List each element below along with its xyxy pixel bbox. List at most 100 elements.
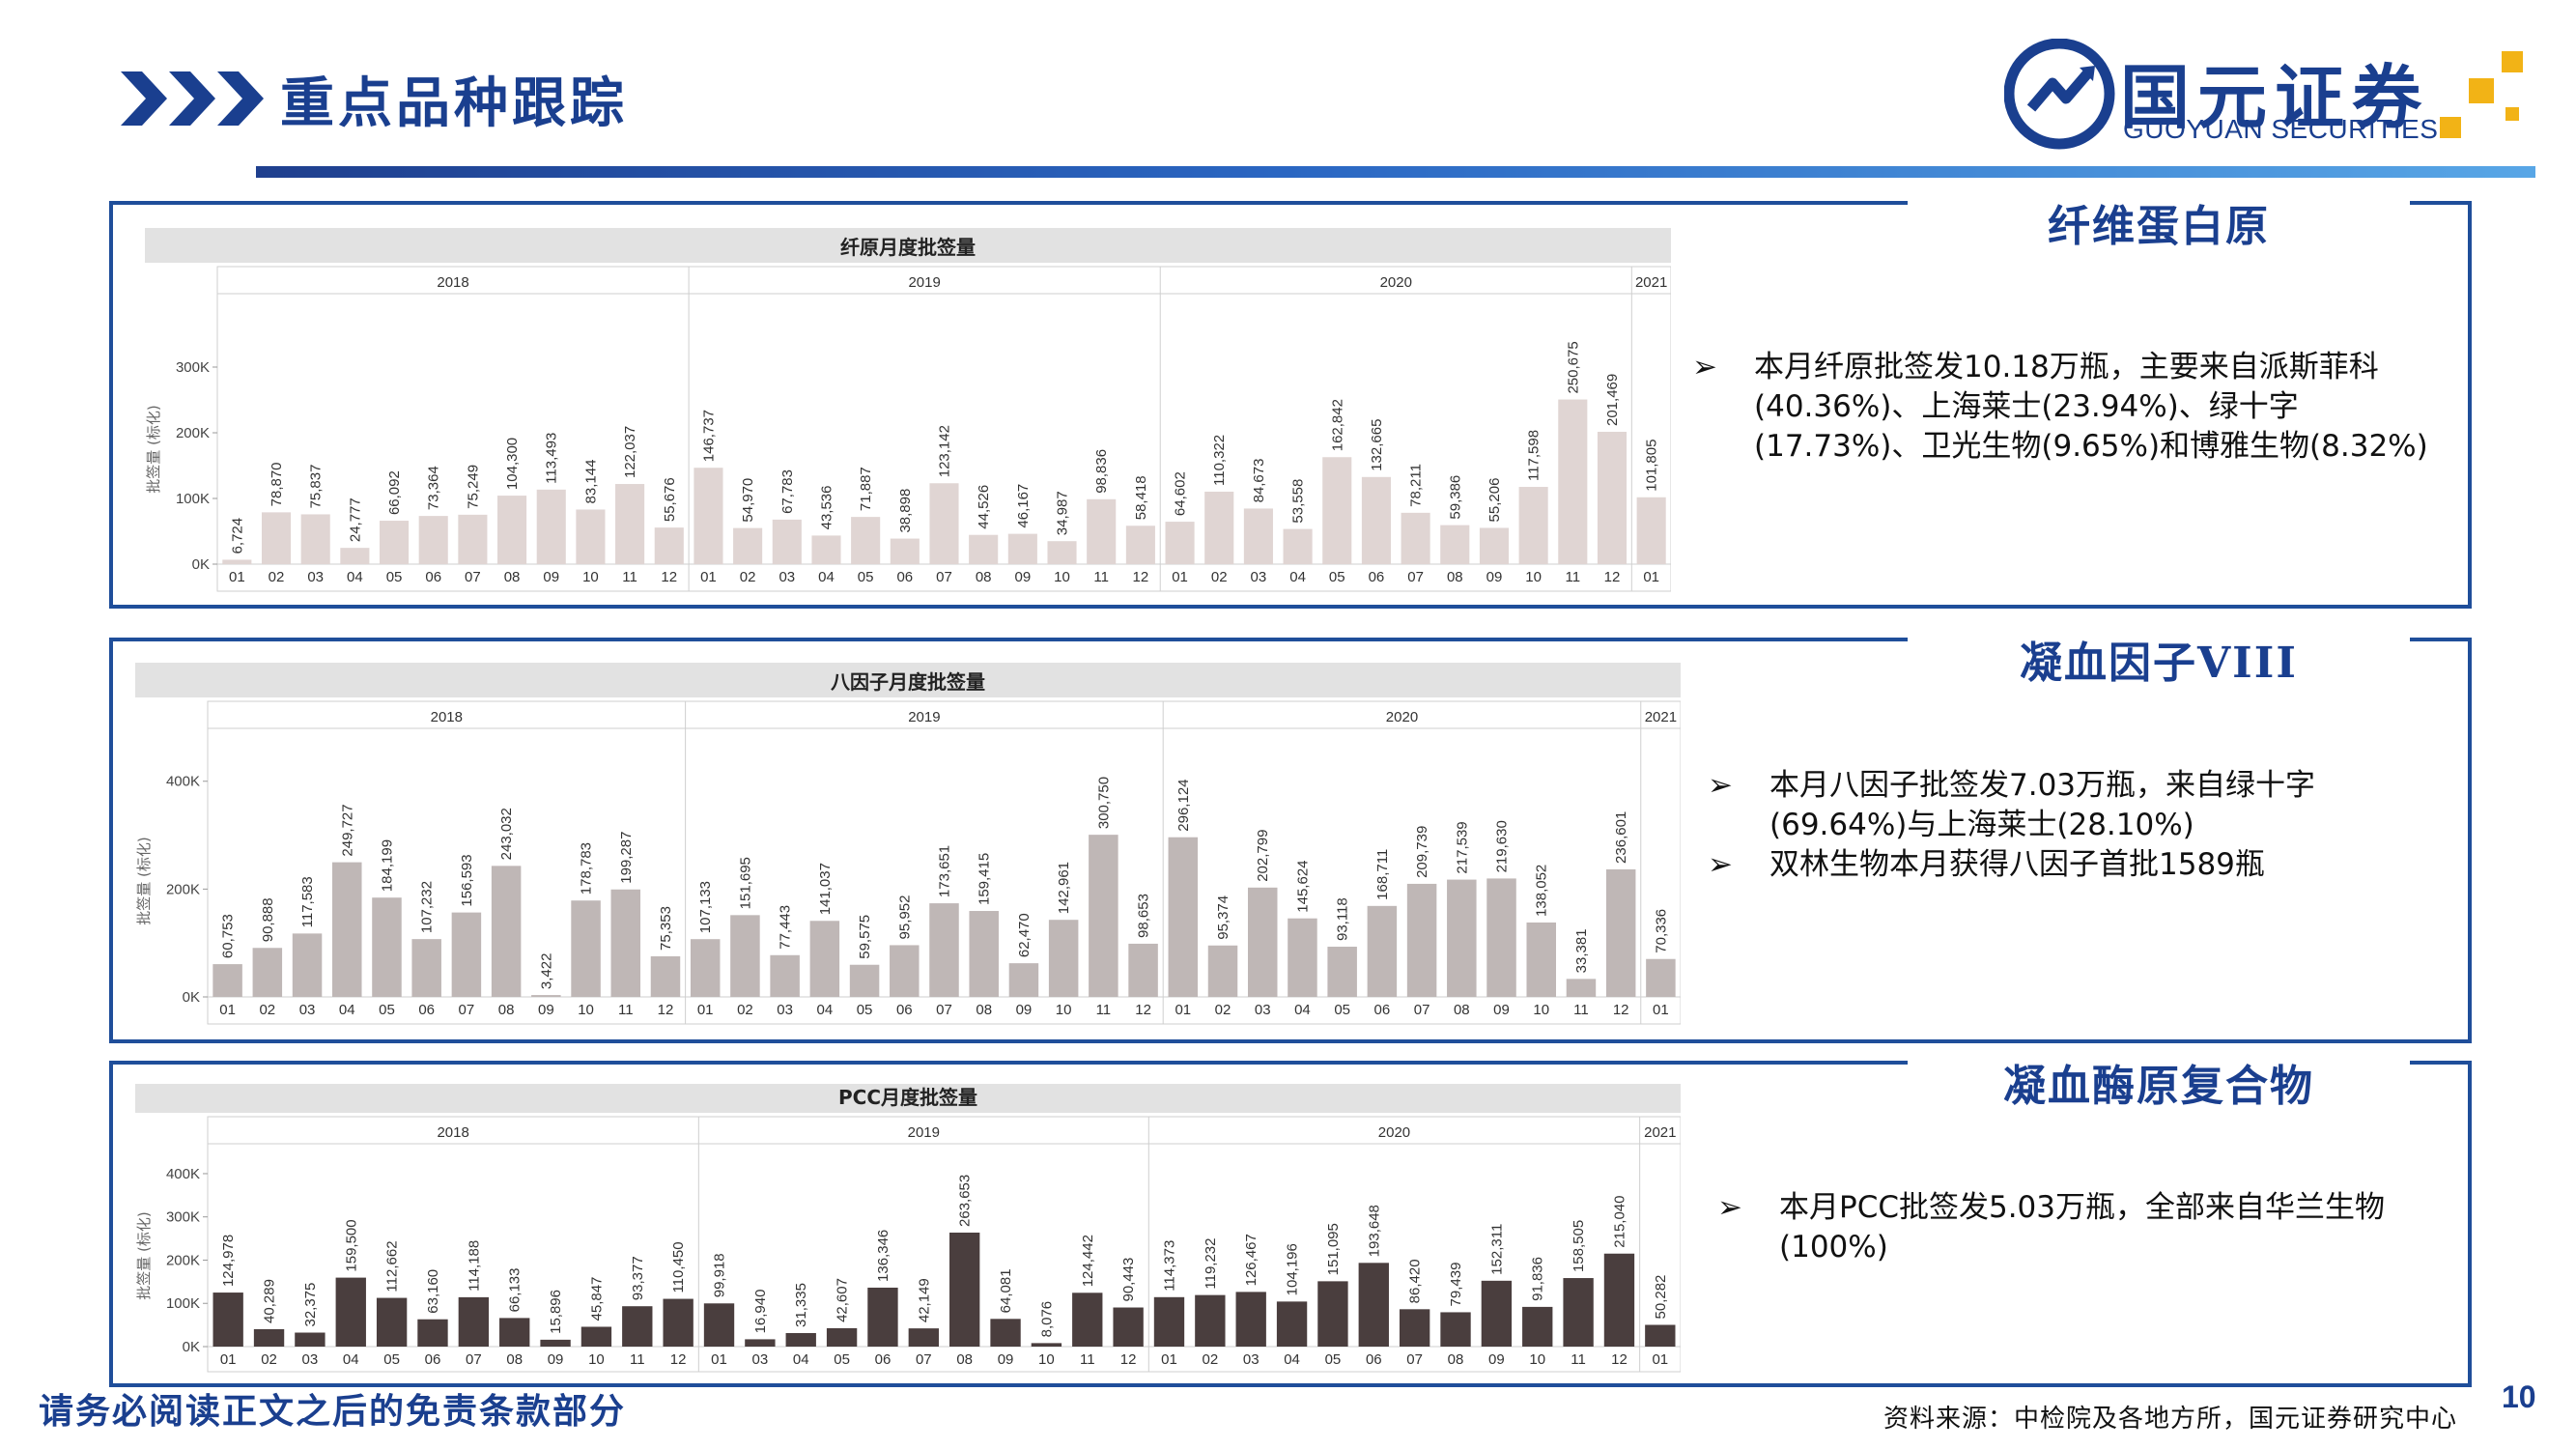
section-title-factor-viii: 凝血因子VIII — [1908, 628, 2410, 690]
bar — [969, 534, 999, 564]
x-tick-label: 06 — [425, 569, 441, 585]
data-label: 152,311 — [1488, 1224, 1505, 1275]
year-label: 2020 — [1380, 274, 1412, 291]
data-label: 44,526 — [976, 485, 992, 529]
data-label: 119,232 — [1203, 1238, 1219, 1290]
bar — [908, 1328, 939, 1347]
data-label: 296,124 — [1175, 779, 1192, 831]
data-label: 58,418 — [1133, 475, 1149, 520]
x-tick-label: 12 — [1120, 1351, 1137, 1368]
data-label: 107,133 — [697, 881, 714, 933]
x-tick-label: 09 — [1015, 569, 1032, 585]
bar — [1646, 958, 1676, 997]
bar — [663, 1298, 694, 1347]
x-tick-label: 12 — [1611, 1351, 1628, 1368]
bar — [694, 468, 723, 564]
x-tick-label: 06 — [875, 1351, 892, 1368]
logo-decoration-icon — [2440, 51, 2523, 138]
bar — [890, 945, 920, 997]
data-label: 59,386 — [1447, 475, 1463, 520]
bar — [1399, 1309, 1430, 1347]
bar — [703, 1303, 735, 1347]
bar — [1087, 498, 1117, 564]
year-label: 2021 — [1644, 1124, 1676, 1141]
note-item: ➢ 本月八因子批签发7.03万瓶，来自绿十字(69.64%)与上海莱士(28.1… — [1708, 766, 2442, 845]
x-tick-label: 07 — [936, 569, 952, 585]
x-tick-label: 06 — [1369, 569, 1385, 585]
chart-fibrinogen: 纤原月度批签量 0K 100K 200K 300K 批签量 (标化) 2018 01 6,724… — [145, 228, 1671, 592]
x-tick-label: 01 — [220, 1351, 237, 1368]
x-tick-label: 03 — [1255, 1002, 1271, 1018]
data-label: 199,287 — [618, 832, 635, 884]
bar — [540, 1339, 571, 1347]
bar — [292, 933, 323, 997]
data-label: 78,211 — [1408, 464, 1425, 507]
year-label: 2021 — [1645, 709, 1677, 725]
x-tick-label: 10 — [578, 1002, 594, 1018]
data-label: 123,142 — [937, 425, 953, 477]
bar — [1317, 1281, 1348, 1347]
data-label: 126,467 — [1243, 1234, 1260, 1286]
data-label: 90,888 — [260, 897, 276, 942]
bar — [379, 521, 410, 564]
y-tick-label: 200K — [166, 881, 200, 897]
x-tick-label: 04 — [1289, 569, 1306, 585]
data-label: 16,940 — [752, 1290, 769, 1334]
data-label: 32,375 — [302, 1283, 319, 1327]
arrow-bullet-icon: ➢ — [1692, 350, 1717, 384]
y-tick-label: 100K — [166, 1295, 200, 1312]
data-label: 101,805 — [1644, 440, 1660, 492]
bar — [261, 512, 292, 564]
x-tick-label: 06 — [418, 1002, 435, 1018]
data-label: 159,415 — [977, 853, 993, 905]
data-label: 64,081 — [998, 1268, 1014, 1313]
bar — [295, 1332, 326, 1347]
data-label: 15,896 — [548, 1290, 564, 1334]
bar — [615, 484, 645, 564]
x-tick-label: 12 — [1613, 1002, 1629, 1018]
x-tick-label: 11 — [1080, 1351, 1095, 1368]
bar — [1597, 432, 1628, 564]
bar — [772, 519, 802, 564]
data-label: 75,249 — [465, 465, 481, 509]
bar — [1406, 883, 1437, 997]
x-tick-label: 08 — [956, 1351, 973, 1368]
data-label: 110,450 — [670, 1241, 687, 1293]
data-label: 136,346 — [875, 1230, 892, 1282]
data-label: 77,443 — [778, 905, 794, 950]
chart-title-band — [145, 228, 1671, 263]
x-tick-label: 01 — [1652, 1351, 1668, 1368]
bar — [1031, 1343, 1062, 1347]
x-tick-label: 08 — [506, 1351, 523, 1368]
data-label: 55,206 — [1486, 478, 1503, 523]
x-tick-label: 02 — [259, 1002, 275, 1018]
data-label: 3,422 — [538, 953, 554, 990]
x-tick-label: 11 — [630, 1351, 645, 1368]
data-label: 110,322 — [1211, 435, 1228, 486]
chart-title-band — [135, 1084, 1681, 1113]
title-chevron-icon — [121, 71, 264, 126]
bar — [1089, 835, 1118, 997]
bar — [491, 866, 522, 997]
x-tick-label: 04 — [343, 1351, 359, 1368]
data-label: 236,601 — [1613, 811, 1629, 864]
x-tick-label: 05 — [1325, 1351, 1342, 1368]
bar — [1276, 1301, 1308, 1347]
bar — [458, 1296, 490, 1347]
x-tick-label: 07 — [1406, 1351, 1423, 1368]
bar — [1247, 887, 1278, 997]
x-tick-label: 04 — [1284, 1351, 1300, 1368]
x-tick-label: 03 — [299, 1002, 316, 1018]
data-label: 63,160 — [425, 1269, 441, 1314]
x-tick-label: 11 — [1566, 569, 1581, 585]
bar — [1204, 491, 1234, 564]
panel-fibrinogen — [109, 201, 2472, 609]
bar — [1235, 1292, 1266, 1347]
data-label: 8,076 — [1038, 1301, 1055, 1338]
bar — [1008, 963, 1039, 997]
data-label: 54,970 — [740, 478, 756, 523]
x-tick-label: 08 — [976, 1002, 992, 1018]
data-label: 66,133 — [507, 1268, 524, 1313]
bar — [1566, 979, 1597, 997]
data-label: 114,188 — [466, 1240, 482, 1292]
